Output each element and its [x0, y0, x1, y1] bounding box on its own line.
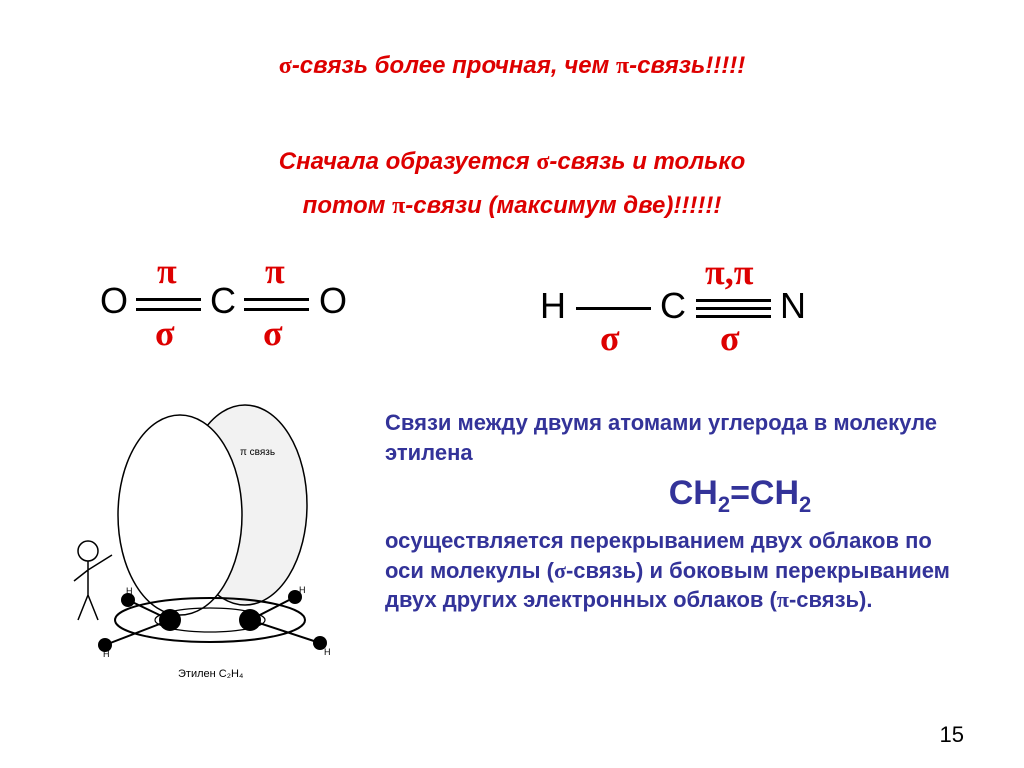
sigma-label: σ [600, 317, 620, 359]
title-text: -связи (максимум две)!!!!!! [405, 192, 721, 219]
title-line-3: потом π-связи (максимум две)!!!!!! [0, 192, 1024, 220]
atom-c: C [210, 280, 236, 322]
title-text: Сначала образуется [279, 148, 537, 175]
pi-label: π [157, 250, 177, 292]
bond-line [136, 308, 201, 311]
atom-o: O [319, 280, 347, 322]
pi-symbol: π [392, 193, 405, 219]
title-text: потом [303, 192, 392, 219]
sigma-symbol: σ [536, 149, 549, 175]
bond-line [696, 307, 771, 310]
pipi-label: π,π [705, 251, 753, 293]
sigma-label: σ [155, 312, 175, 354]
pi-label: π [265, 250, 285, 292]
sigma-symbol: σ [279, 53, 292, 79]
bond-line [696, 299, 771, 302]
svg-text:H: H [126, 586, 133, 596]
body-text-span: -связь). [789, 587, 873, 612]
body-paragraph: Связи между двумя атомами углерода в мол… [385, 408, 975, 615]
atom-c: C [660, 285, 686, 327]
atom-n: N [780, 285, 806, 327]
atom-o: O [100, 280, 128, 322]
bond-line [576, 307, 651, 310]
ethylene-formula: CH2=CH2 [505, 471, 975, 519]
svg-text:σ связь: σ связь [200, 615, 231, 625]
atom-h: H [540, 285, 566, 327]
title-text: -связь и только [549, 148, 745, 175]
title-text: -связь!!!!! [629, 52, 745, 79]
svg-text:π связь: π связь [240, 447, 275, 458]
pi-symbol: π [616, 53, 629, 79]
svg-text:H: H [103, 649, 110, 659]
sigma-label: σ [263, 312, 283, 354]
title-line-1: σ-связь более прочная, чем π-связь!!!!! [0, 52, 1024, 80]
sigma-label: σ [720, 317, 740, 359]
svg-text:Этилен C₂H₄: Этилен C₂H₄ [178, 668, 244, 680]
title-text: -связь более прочная, чем [292, 52, 616, 79]
body-line-1: Связи между двумя атомами углерода в мол… [385, 408, 975, 467]
svg-text:H: H [299, 585, 306, 595]
sigma-symbol: σ [554, 558, 566, 583]
ethylene-illustration: π связь σ связь Этилен C₂H₄ H H H H [70, 395, 355, 685]
title-line-2: Сначала образуется σ-связь и только [0, 148, 1024, 176]
pi-symbol: π [777, 587, 789, 612]
body-line-2: осуществляется перекрыванием двух облако… [385, 526, 975, 615]
bond-line [136, 298, 201, 301]
bond-line [244, 298, 309, 301]
bond-line [244, 308, 309, 311]
svg-text:H: H [324, 647, 331, 657]
page-number: 15 [940, 722, 964, 748]
